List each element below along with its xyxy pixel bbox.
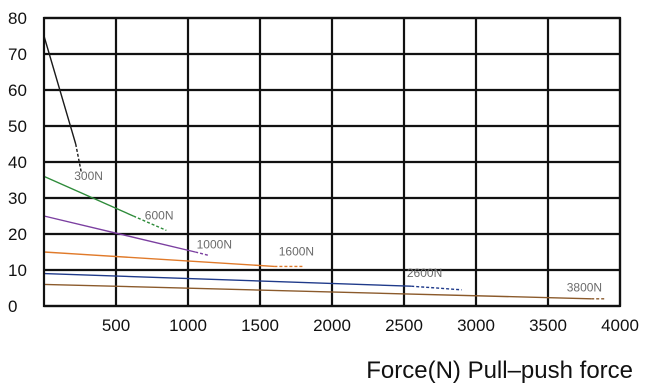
x-tick-label-1000: 1000 <box>169 316 207 335</box>
series-dashed-600n <box>133 215 167 232</box>
y-tick-label-40: 40 <box>8 153 27 172</box>
y-tick-label-20: 20 <box>8 225 27 244</box>
series-label-2600n: 2600N <box>407 266 442 280</box>
x-tick-label-1500: 1500 <box>241 316 279 335</box>
y-tick-label-70: 70 <box>8 45 27 64</box>
x-tick-label-4000: 4000 <box>601 316 639 335</box>
y-tick-label-80: 80 <box>8 9 27 28</box>
x-tick-label-2000: 2000 <box>313 316 351 335</box>
y-tick-label-0: 0 <box>8 297 17 316</box>
x-axis-title: Force(N) Pull–push force <box>366 357 633 384</box>
y-tick-label-50: 50 <box>8 117 27 136</box>
series-line-1000n <box>43 215 196 253</box>
x-tick-label-3500: 3500 <box>529 316 567 335</box>
x-tick-label-3000: 3000 <box>457 316 495 335</box>
series-line-600n <box>43 175 134 217</box>
series-line-3800n <box>43 283 592 300</box>
series-line-1600n <box>43 251 275 268</box>
series-label-300n: 300N <box>74 169 103 183</box>
plot-frame <box>42 16 622 308</box>
y-tick-label-30: 30 <box>8 189 27 208</box>
series-dashed-2600n <box>411 285 462 291</box>
series-label-1000n: 1000N <box>197 237 232 251</box>
y-tick-label-60: 60 <box>8 81 27 100</box>
series-dashed-1000n <box>195 251 210 257</box>
x-tick-label-2500: 2500 <box>385 316 423 335</box>
x-tick-label-500: 500 <box>102 316 130 335</box>
series-label-3800n: 3800N <box>567 281 602 295</box>
series-group <box>43 35 606 300</box>
series-label-600n: 600N <box>145 209 174 223</box>
series-label-1600n: 1600N <box>279 245 314 259</box>
series-labels: 300N 600N 1000N 1600N 2600N 3800N <box>74 169 602 295</box>
tick-labels: 0 10 20 30 40 50 60 70 80 500 1000 1500 2000 2500 3000… <box>8 9 639 335</box>
grid <box>44 16 622 308</box>
series-line-2600n <box>43 272 412 287</box>
y-tick-label-10: 10 <box>8 261 27 280</box>
series-line-300n <box>43 35 77 145</box>
